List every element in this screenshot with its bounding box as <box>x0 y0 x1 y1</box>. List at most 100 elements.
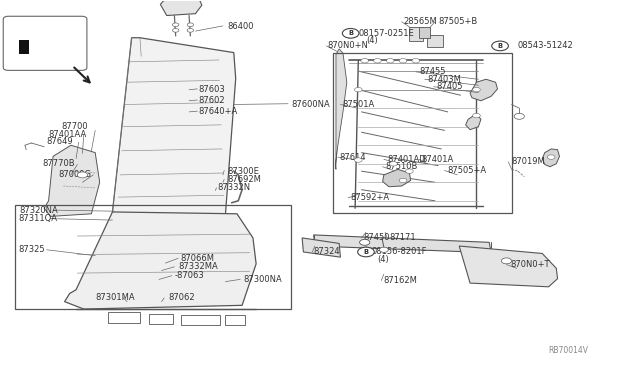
Text: 87602: 87602 <box>198 96 225 105</box>
Polygon shape <box>161 0 202 16</box>
Text: B: B <box>364 249 369 255</box>
Text: 87320NA: 87320NA <box>20 206 59 215</box>
Bar <box>34 39 45 55</box>
Bar <box>108 312 140 323</box>
Circle shape <box>360 239 370 245</box>
Polygon shape <box>335 49 347 169</box>
Circle shape <box>77 172 88 178</box>
Text: 87332N: 87332N <box>218 183 251 192</box>
Text: 08157-0251E: 08157-0251E <box>358 29 414 38</box>
Circle shape <box>173 23 179 27</box>
Bar <box>428 35 444 47</box>
Text: 87600NA: 87600NA <box>291 100 330 109</box>
Text: 87325: 87325 <box>19 244 45 253</box>
Polygon shape <box>542 149 559 167</box>
Text: 87455: 87455 <box>419 67 445 76</box>
Polygon shape <box>460 246 557 287</box>
Text: (4): (4) <box>366 36 378 45</box>
Circle shape <box>399 58 407 63</box>
Text: 28565M: 28565M <box>403 17 436 26</box>
Circle shape <box>342 29 359 38</box>
Text: 87000G: 87000G <box>58 170 91 179</box>
Circle shape <box>501 258 511 264</box>
Text: RB70014V: RB70014V <box>548 346 589 355</box>
Circle shape <box>390 161 397 166</box>
Polygon shape <box>314 235 491 253</box>
Polygon shape <box>466 114 481 130</box>
Text: (4): (4) <box>378 255 389 264</box>
Bar <box>225 315 244 325</box>
Circle shape <box>380 247 388 252</box>
Text: 87603: 87603 <box>198 85 225 94</box>
Polygon shape <box>383 169 411 187</box>
Polygon shape <box>44 145 100 217</box>
Circle shape <box>187 29 193 32</box>
Polygon shape <box>302 238 340 257</box>
Text: 87403M: 87403M <box>428 75 461 84</box>
Text: 87062: 87062 <box>168 294 195 302</box>
Text: 87405: 87405 <box>436 82 463 91</box>
Text: B: B <box>497 43 502 49</box>
Text: 87324: 87324 <box>314 247 340 256</box>
Text: 87501A: 87501A <box>342 100 374 109</box>
Circle shape <box>374 58 381 63</box>
Text: 86400: 86400 <box>227 22 254 31</box>
Circle shape <box>173 29 179 32</box>
Text: 87301MA: 87301MA <box>95 294 135 302</box>
Bar <box>180 315 220 325</box>
Text: 87700: 87700 <box>61 122 88 131</box>
Circle shape <box>399 178 407 183</box>
Text: 87401A: 87401A <box>421 155 453 164</box>
Text: 87592+A: 87592+A <box>351 193 390 202</box>
Polygon shape <box>65 212 256 309</box>
Circle shape <box>472 87 480 92</box>
Text: 87171: 87171 <box>389 233 415 243</box>
Text: 87649: 87649 <box>47 137 74 146</box>
Text: 87066M: 87066M <box>180 254 215 263</box>
Circle shape <box>412 58 420 63</box>
Text: 87401AD: 87401AD <box>387 155 426 164</box>
Text: 87300E: 87300E <box>227 167 259 176</box>
Text: 87311QA: 87311QA <box>19 214 58 223</box>
Text: 87300NA: 87300NA <box>243 275 282 284</box>
Text: 87505+B: 87505+B <box>438 17 477 26</box>
Bar <box>333 53 511 213</box>
Text: B: B <box>348 30 353 36</box>
Bar <box>419 28 431 38</box>
Text: 87332MA: 87332MA <box>178 262 218 271</box>
Text: 87614: 87614 <box>339 153 366 161</box>
Circle shape <box>355 87 362 92</box>
Text: 87692M: 87692M <box>227 175 261 184</box>
Text: 870N0+T: 870N0+T <box>510 260 550 269</box>
Text: 87450: 87450 <box>364 233 390 243</box>
Text: 870N0+N: 870N0+N <box>328 41 369 51</box>
Circle shape <box>387 58 394 63</box>
Circle shape <box>547 155 555 159</box>
Text: 87401AA: 87401AA <box>49 129 87 139</box>
Circle shape <box>355 158 362 162</box>
Text: 87162M: 87162M <box>384 276 418 285</box>
Bar <box>49 39 67 55</box>
Text: 87019M: 87019M <box>511 157 545 166</box>
Circle shape <box>472 113 480 118</box>
Circle shape <box>492 41 508 51</box>
Text: 87770B: 87770B <box>42 159 75 168</box>
Text: 08156-8201F: 08156-8201F <box>371 247 427 256</box>
Bar <box>410 28 424 41</box>
Text: 87510B: 87510B <box>385 162 417 171</box>
Polygon shape <box>470 79 497 101</box>
Text: 87505+A: 87505+A <box>448 166 487 175</box>
Text: 87640+A: 87640+A <box>198 108 238 116</box>
Circle shape <box>406 169 413 173</box>
Text: -87063: -87063 <box>174 271 204 280</box>
Bar <box>17 39 30 55</box>
Bar <box>15 205 291 309</box>
Polygon shape <box>113 38 236 240</box>
Bar <box>149 314 173 324</box>
Text: 08543-51242: 08543-51242 <box>518 41 573 51</box>
Circle shape <box>514 113 524 119</box>
Circle shape <box>358 247 374 257</box>
Circle shape <box>361 58 369 63</box>
FancyBboxPatch shape <box>3 16 87 70</box>
Circle shape <box>187 23 193 27</box>
